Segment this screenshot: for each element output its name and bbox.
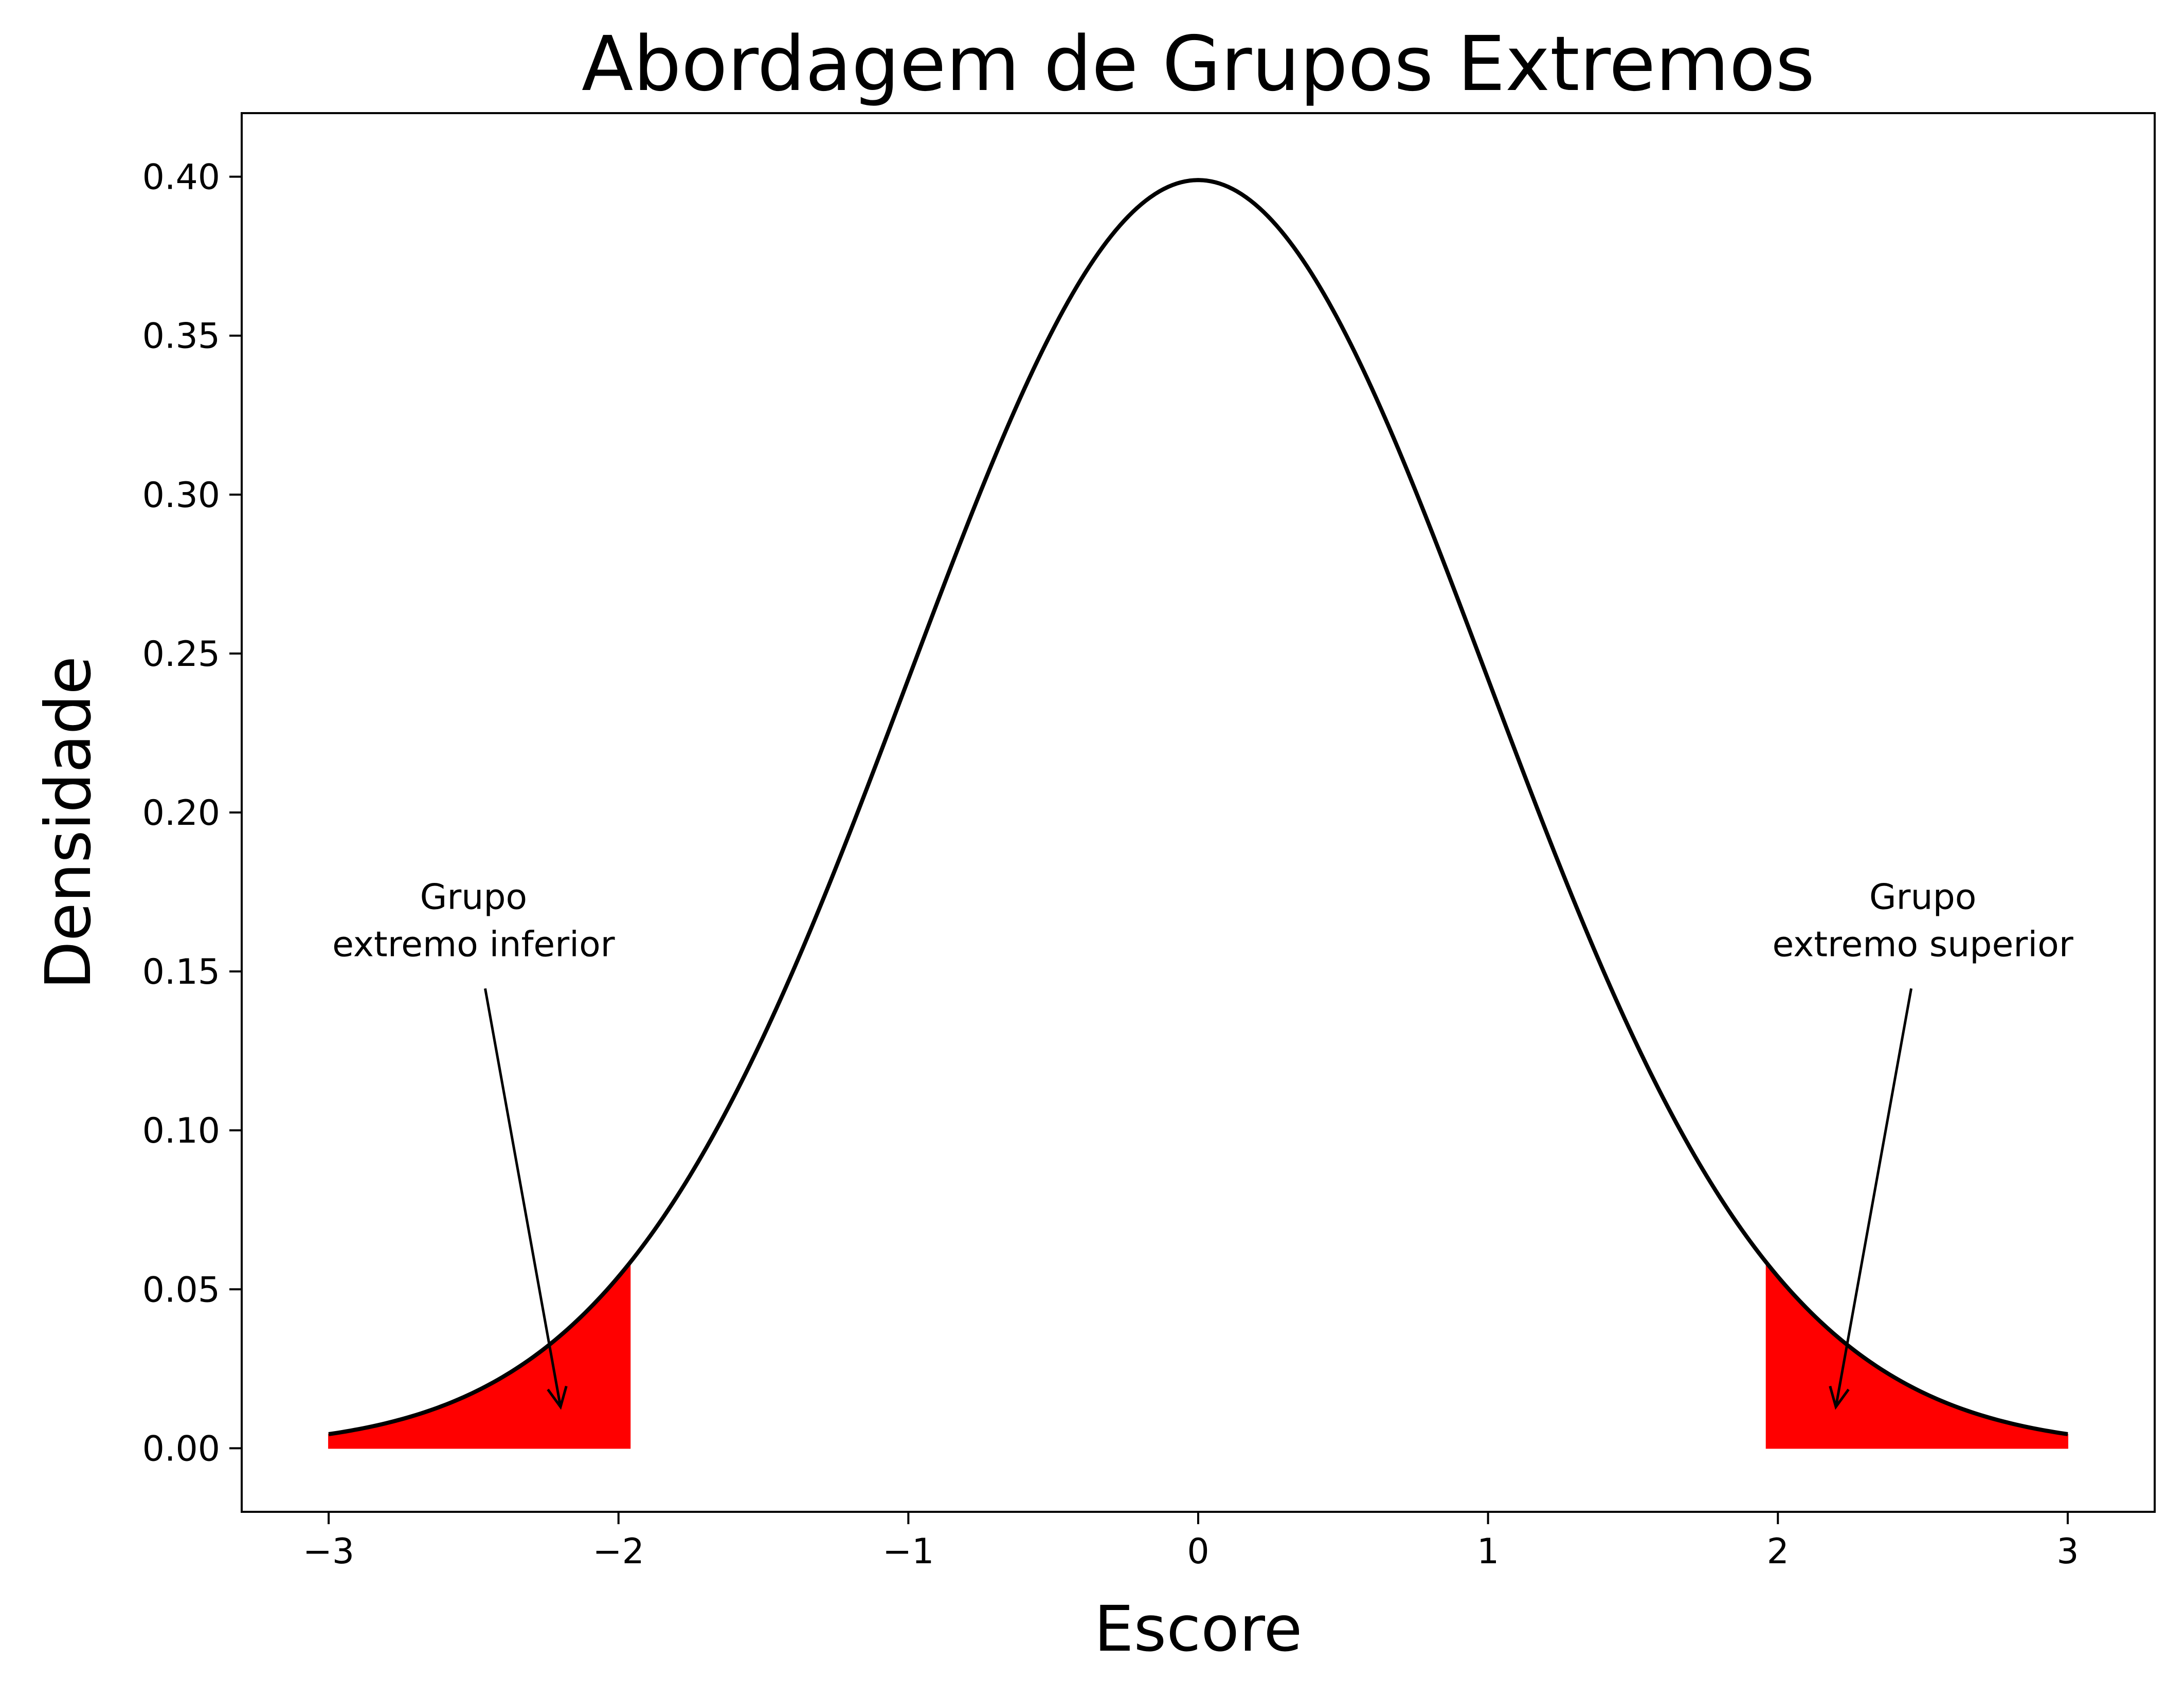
x-tick-label: −1 [882,1531,934,1572]
y-tick-label: 0.20 [142,793,220,834]
y-tick-label: 0.35 [142,316,220,357]
y-tick-label: 0.40 [142,157,220,198]
y-axis-label: Densidade [32,656,105,989]
density-curve [328,178,2068,1436]
x-tick-label: 2 [1767,1531,1789,1572]
lower-tail-region [328,1261,631,1449]
x-axis-label: Escore [1094,1593,1303,1666]
annotation-lower-label: extremo inferior [332,924,615,965]
y-tick-label: 0.05 [142,1270,220,1310]
annotation-lower-arrowhead [547,1385,568,1410]
annotation-upper-label: Grupo [1869,877,1977,917]
annotation-upper-arrow [1834,988,1913,1407]
y-tick-label: 0.15 [142,952,220,992]
y-tick-label: 0.00 [142,1429,220,1469]
annotation-lower-arrow [483,988,562,1407]
x-tick-label: −2 [593,1531,644,1572]
y-tick-label: 0.30 [142,475,220,516]
plot-area: −3 −2 −1 0 1 2 3 0.00 0.05 0.10 0.15 0.20 0.25 0.30 0.… [142,112,2156,1572]
chart-title: Abordagem de Grupos Extremos [582,20,1815,108]
x-tick-label: 1 [1477,1531,1499,1572]
annotation-upper-arrowhead [1829,1385,1850,1410]
upper-tail-region [1765,1261,2068,1449]
annotation-lower-label: Grupo [420,877,528,917]
x-tick-label: 3 [2056,1531,2079,1572]
y-tick-label: 0.25 [142,634,220,675]
annotation-upper-label: extremo superior [1772,924,2073,965]
x-tick-label: 0 [1187,1531,1209,1572]
x-tick-label: −3 [303,1531,354,1572]
plot-frame [241,112,2156,1513]
y-tick-label: 0.10 [142,1111,220,1151]
